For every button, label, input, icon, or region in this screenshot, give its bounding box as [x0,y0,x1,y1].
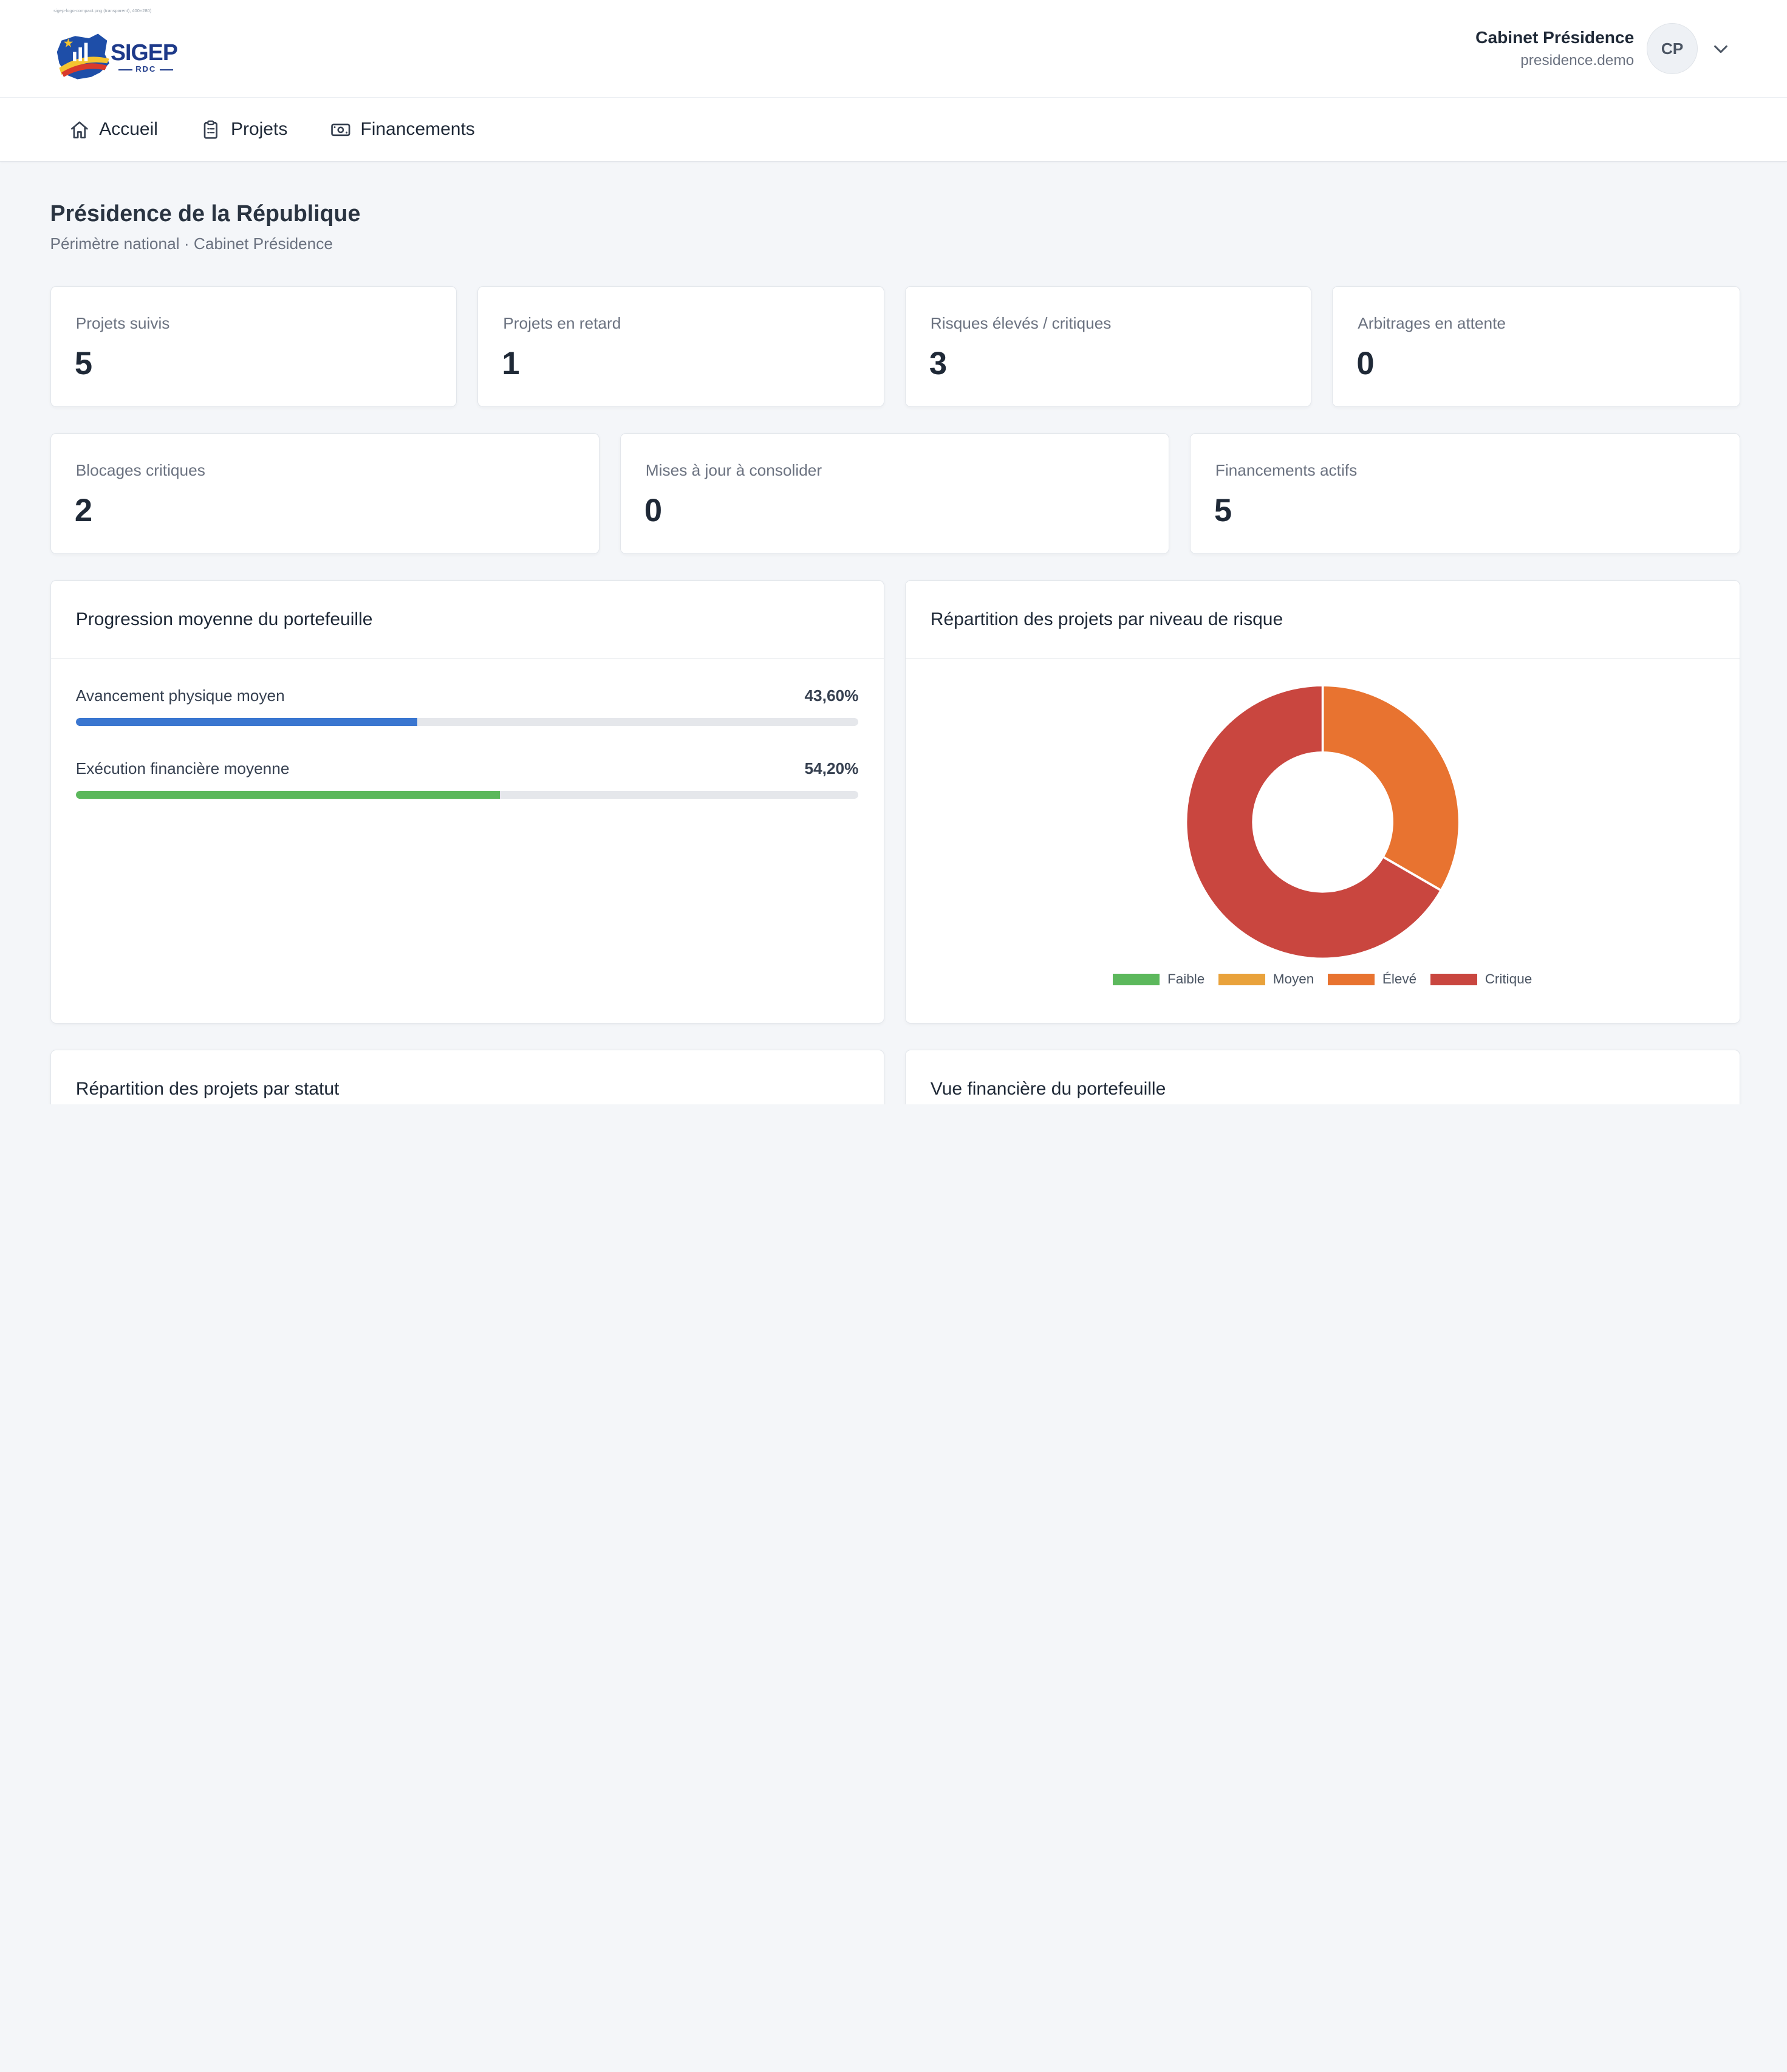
clipboard-icon [203,120,218,139]
nav-label: Accueil [99,119,158,140]
risk-panel: Répartition des projets par niveau de ri… [904,580,1741,1024]
legend-item[interactable]: Faible [1112,971,1205,987]
legend-swatch [1112,973,1160,985]
stat-card-risques[interactable]: Risques élevés / critiques 3 [904,285,1312,407]
sigep-logo[interactable]: sigep-logo-compact.png (transparent), 40… [52,7,180,89]
panel-title: Vue financière du portefeuille [906,1050,1740,1104]
legend-item[interactable]: Moyen [1218,971,1314,987]
legend-label: Élevé [1382,971,1417,987]
progress-fill [75,791,501,799]
stat-card-mises-a-jour[interactable]: Mises à jour à consolider 0 [620,433,1169,554]
user-info: Cabinet Présidence presidence.demo [1475,28,1634,69]
home-icon [70,121,88,138]
stat-label: Financements actifs [1215,460,1358,479]
chart-legend: Faible Moyen Élevé Critique [906,971,1740,987]
logo-wordmark: SIGEP [110,39,178,66]
page-subtitle: Périmètre national · Cabinet Présidence [50,234,333,253]
progress-label: Avancement physique moyen [75,686,285,705]
nav-item-financements[interactable]: Financements [330,119,475,141]
top-bar: sigep-logo-compact.png (transparent), 40… [0,0,1787,98]
page-heading: Présidence de la République Périmètre na… [50,200,361,253]
stat-card-projets-en-retard[interactable]: Projets en retard 1 [477,285,884,407]
logo-caption: sigep-logo-compact.png (transparent), 40… [53,7,152,13]
stat-label: Blocages critiques [75,460,205,479]
stat-value: 2 [74,492,93,528]
stat-value: 0 [1356,345,1375,381]
stat-label: Projets en retard [503,313,621,332]
panel-title: Répartition des projets par statut [51,1050,884,1104]
main-nav: Accueil Projets Financements [0,98,1787,162]
legend-item[interactable]: Élevé [1327,971,1417,987]
panel-title: Répartition des projets par niveau de ri… [905,581,1740,660]
legend-label: Critique [1485,971,1532,987]
stat-label: Arbitrages en attente [1358,313,1506,332]
stat-card-blocages[interactable]: Blocages critiques 2 [50,433,600,554]
nav-label: Financements [360,119,475,140]
progress-row-financiere: Exécution financière moyenne 54,20% [75,759,859,799]
stat-value: 0 [644,492,663,528]
legend-swatch [1218,973,1265,985]
progress-value: 43,60% [804,686,859,705]
avatar[interactable]: CP [1646,22,1698,75]
legend-label: Faible [1167,971,1205,987]
progress-fill [75,717,417,727]
logo-subtitle: RDC [115,64,177,74]
chevron-down-icon[interactable] [1712,39,1730,58]
stat-label: Mises à jour à consolider [645,460,822,479]
user-name: Cabinet Présidence [1475,28,1635,47]
stat-value: 3 [929,345,948,381]
stat-value: 1 [502,345,520,381]
finance-panel: Vue financière du portefeuille [904,1049,1740,1104]
progress-track [75,791,859,799]
donut-slice-élevé[interactable] [1321,684,1461,892]
stat-card-financements[interactable]: Financements actifs 5 [1189,433,1740,554]
progress-row-physique: Avancement physique moyen 43,60% [75,686,859,727]
legend-label: Moyen [1273,971,1314,987]
page-title: Présidence de la République [50,200,361,227]
legend-swatch [1327,973,1375,985]
legend-swatch [1430,973,1477,985]
stat-card-arbitrages[interactable]: Arbitrages en attente 0 [1332,285,1740,407]
user-email: presidence.demo [1520,52,1635,69]
logo-map-icon [56,33,110,80]
donut-slice-critique[interactable] [1184,684,1443,960]
risk-donut-chart[interactable] [906,659,1741,1024]
dashboard-page: sigep-logo-compact.png (transparent), 40… [0,0,1787,1104]
progress-label: Exécution financière moyenne [75,759,290,778]
progress-panel: Progression moyenne du portefeuille Avan… [50,580,884,1024]
panel-title: Progression moyenne du portefeuille [50,581,884,660]
progress-track [75,717,859,727]
stat-label: Risques élevés / critiques [930,313,1112,332]
nav-label: Projets [230,119,288,140]
progress-value: 54,20% [804,759,859,778]
stat-value: 5 [74,345,93,381]
user-menu[interactable]: Cabinet Présidence presidence.demo CP [1475,22,1730,75]
legend-item[interactable]: Critique [1430,971,1532,987]
stat-card-projets-suivis[interactable]: Projets suivis 5 [50,285,457,407]
nav-item-projets[interactable]: Projets [200,119,287,141]
status-panel: Répartition des projets par statut [50,1049,884,1104]
banknote-icon [330,123,350,136]
stat-label: Projets suivis [75,313,170,332]
stat-value: 5 [1214,492,1232,528]
nav-item-accueil[interactable]: Accueil [69,119,158,141]
